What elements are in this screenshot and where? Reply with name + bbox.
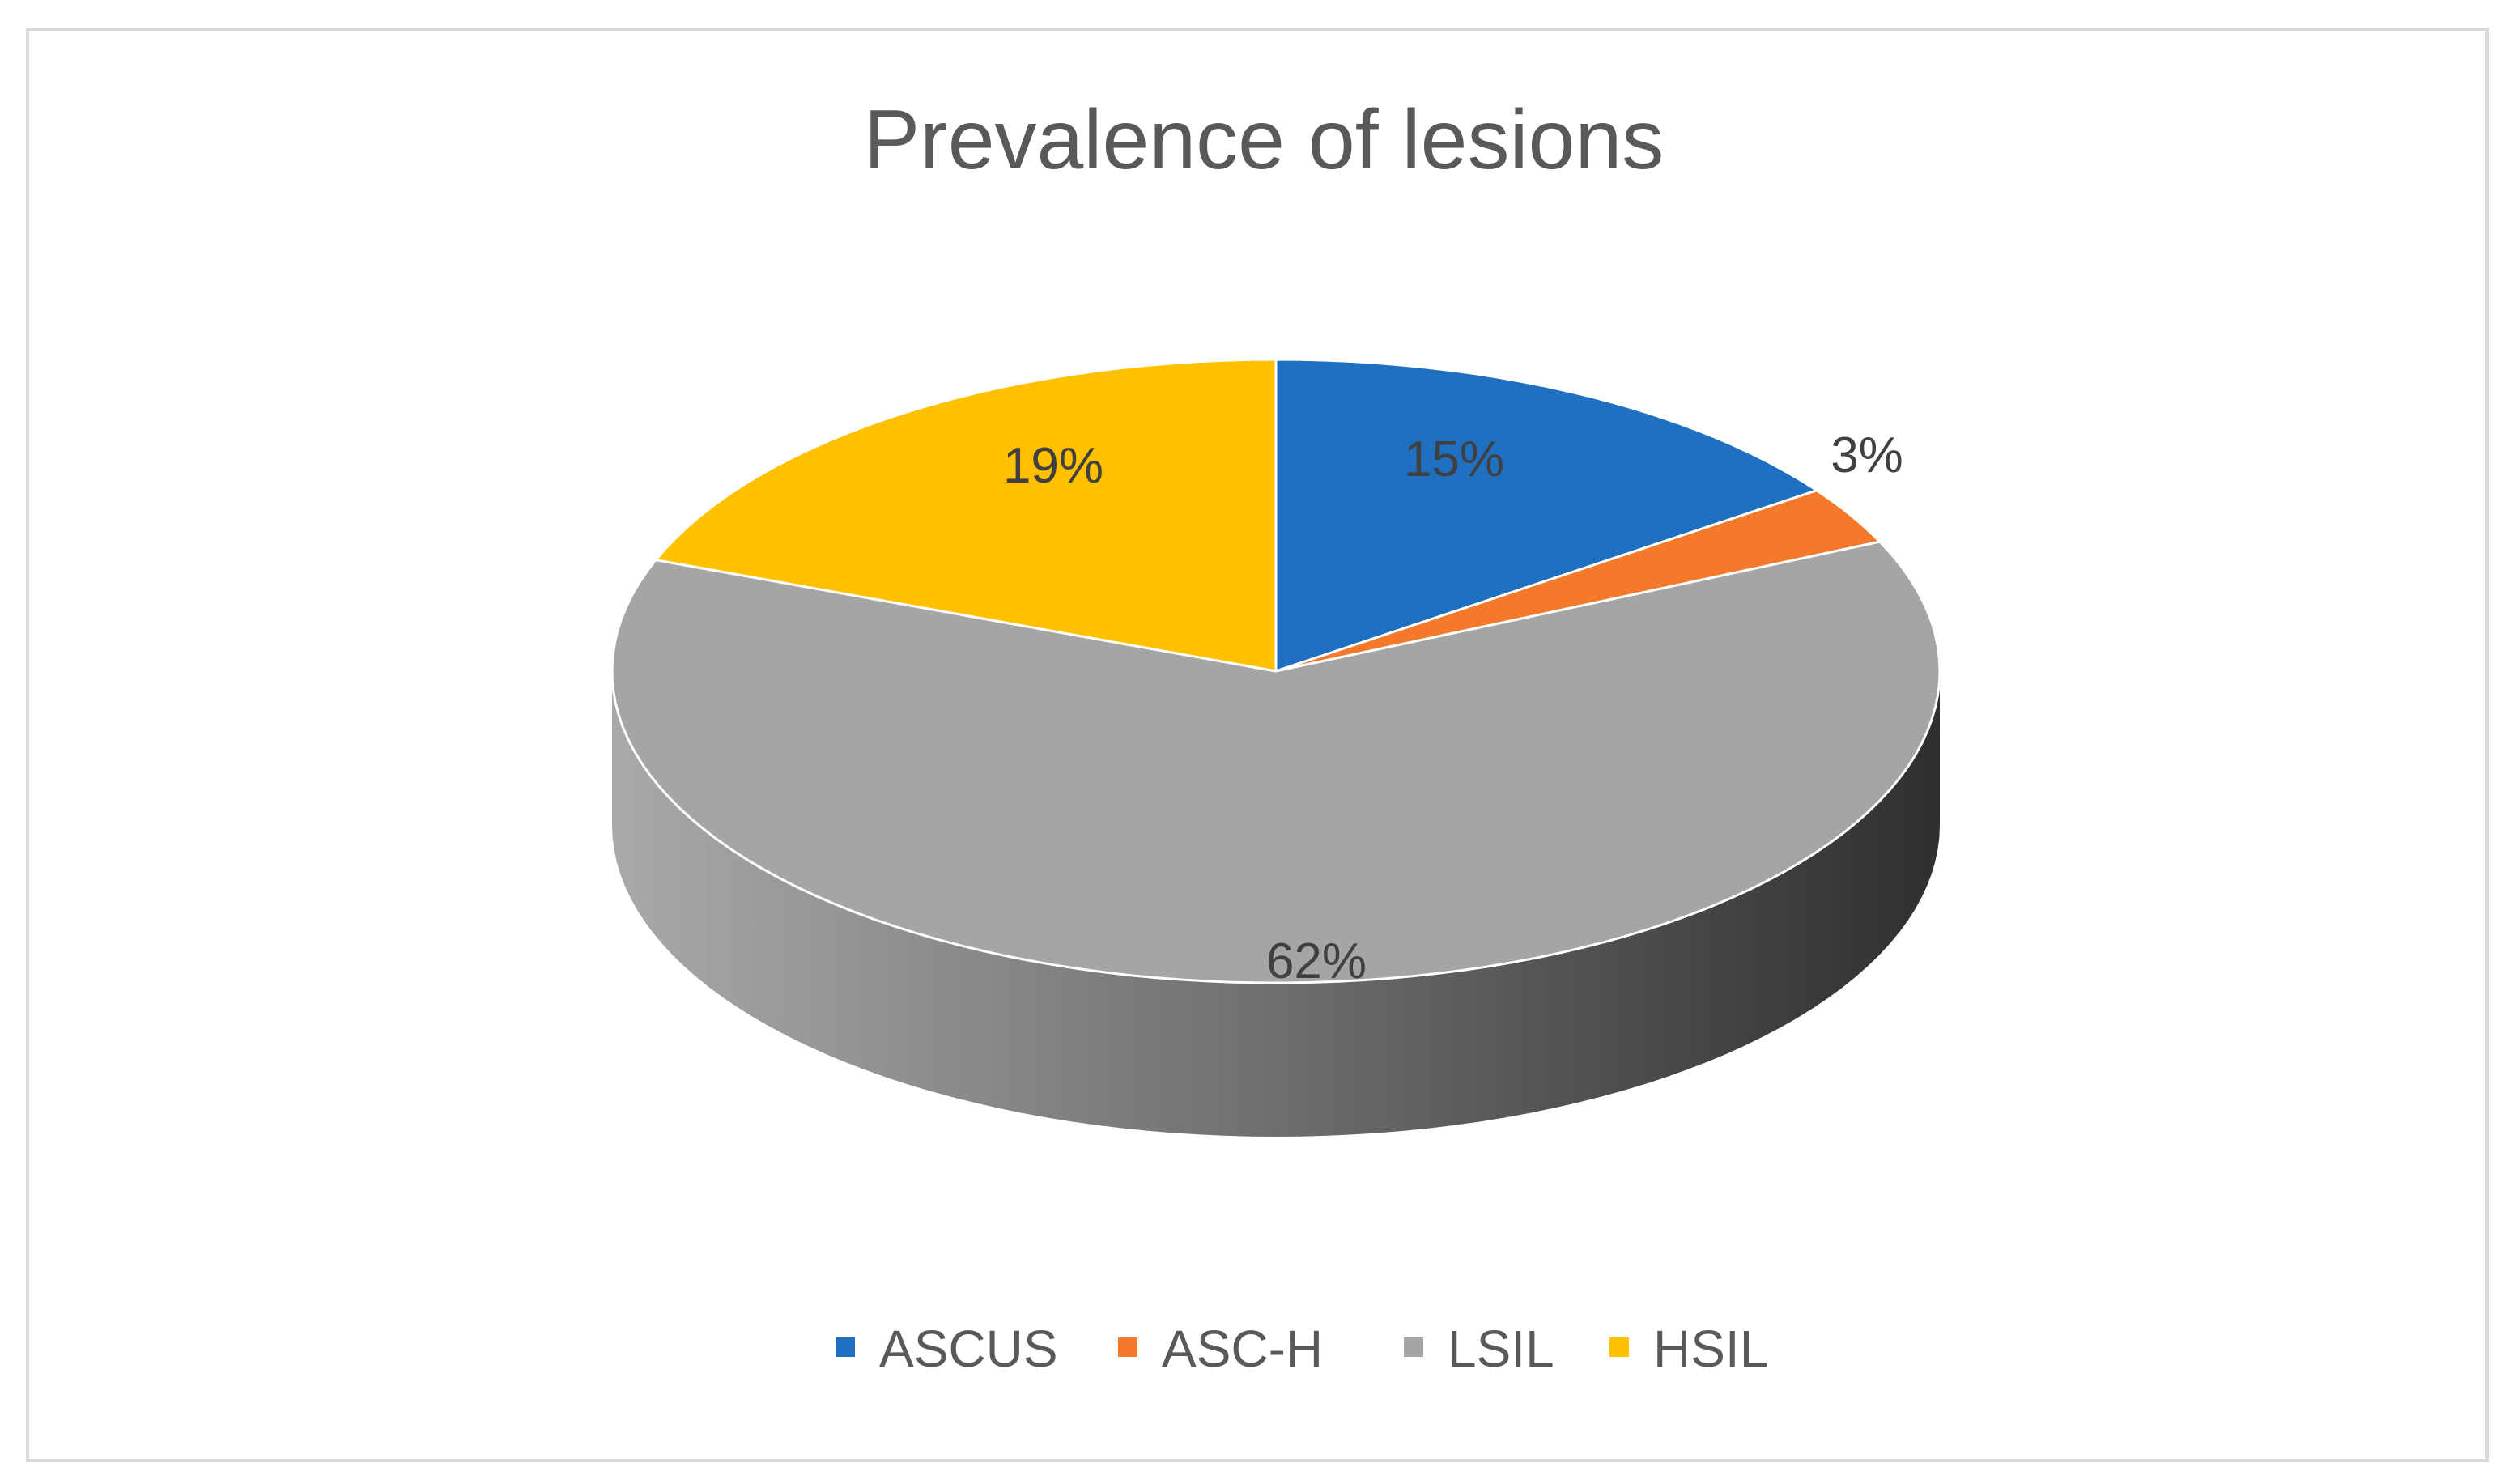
pie-slice-asc-h xyxy=(1274,489,1882,673)
data-label-asc-h: 3% xyxy=(1831,427,1903,483)
legend-label-asc-h: ASC-H xyxy=(1162,1320,1323,1378)
chart-title: Prevalence of lesions xyxy=(864,93,1665,187)
chart-frame: Prevalence of lesions 15% 3% 62% 19% ASCUS A… xyxy=(26,28,2489,1462)
pie-slice-hsil xyxy=(654,358,1278,673)
pie-labels: 15% 3% 62% 19% xyxy=(1003,427,1903,989)
legend-label-ascus: ASCUS xyxy=(879,1320,1058,1378)
legend-swatch-asc-h xyxy=(1118,1337,1137,1357)
pie-sides xyxy=(612,671,1940,1137)
legend-swatch-lsil xyxy=(1404,1337,1423,1357)
pie-chart: Prevalence of lesions 15% 3%62%19% ASCUS A… xyxy=(610,93,1941,1378)
data-label-hsil: 19% xyxy=(1003,438,1103,494)
data-label-lsil: 62% xyxy=(1266,933,1367,989)
legend: ASCUS ASC-H LSIL HSIL xyxy=(836,1320,1768,1378)
pie-slices xyxy=(610,358,1941,984)
data-label-ascus: 15% xyxy=(1404,432,1504,487)
pie-slice-lsil xyxy=(610,540,1941,984)
pie-slice-ascus xyxy=(1274,358,1818,673)
legend-swatch-ascus xyxy=(836,1337,855,1357)
legend-label-hsil: HSIL xyxy=(1653,1320,1768,1378)
legend-label-lsil: LSIL xyxy=(1448,1320,1554,1378)
pie-side-wall xyxy=(612,671,1940,1137)
legend-swatch-hsil xyxy=(1609,1337,1629,1357)
